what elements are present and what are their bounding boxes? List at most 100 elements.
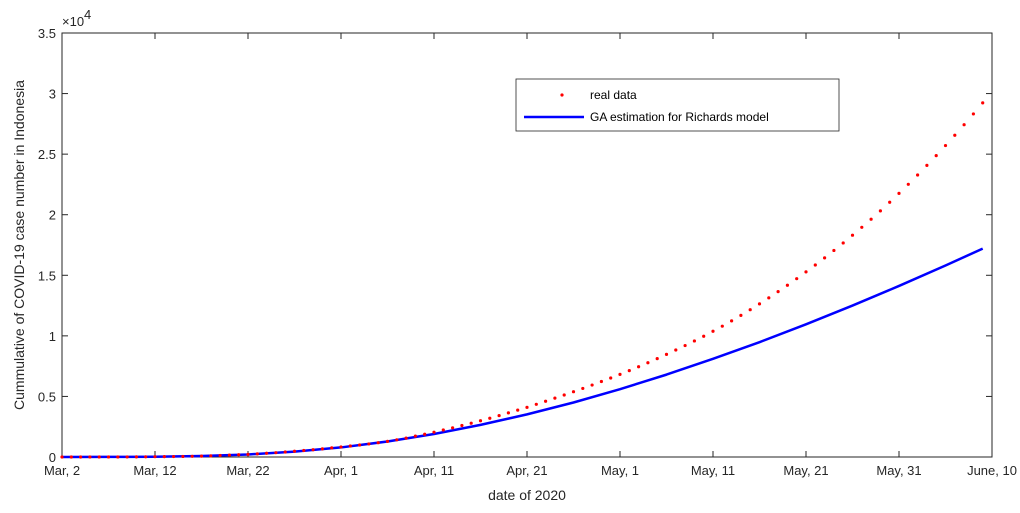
data-point-real-data	[292, 449, 297, 453]
data-point-real-data	[785, 283, 790, 287]
legend-marker-real-data	[560, 93, 564, 97]
data-point-real-data	[237, 453, 241, 457]
data-point-real-data	[916, 173, 920, 177]
data-point-real-data	[544, 399, 548, 403]
data-point-real-data	[265, 451, 269, 455]
y-tick-label: 1	[49, 329, 56, 344]
y-tick-label: 3.5	[38, 26, 56, 41]
data-point-real-data	[841, 241, 845, 245]
data-point-real-data	[795, 277, 799, 281]
data-point-real-data	[227, 453, 231, 457]
x-tick-label: Apr, 21	[506, 463, 547, 478]
data-point-real-data	[720, 324, 724, 328]
y-multiplier-base: ×10	[62, 14, 84, 29]
data-point-real-data	[562, 393, 566, 397]
data-point-real-data	[432, 430, 436, 434]
data-point-real-data	[869, 217, 873, 221]
x-tick-label: Mar, 2	[44, 463, 80, 478]
data-point-real-data	[97, 455, 101, 459]
data-point-real-data	[395, 438, 399, 442]
data-point-real-data	[906, 182, 910, 186]
data-point-real-data	[199, 454, 204, 458]
data-point-real-data	[348, 444, 352, 448]
y-axis-label: Cummulative of COVID-19 case number in I…	[11, 80, 27, 410]
data-point-real-data	[878, 209, 883, 213]
data-point-real-data	[255, 452, 259, 456]
data-point-real-data	[106, 455, 111, 459]
data-point-real-data	[776, 290, 780, 294]
series-line-ga-estimation	[61, 247, 984, 459]
x-tick-label: June, 10	[967, 463, 1017, 478]
data-point-real-data	[934, 154, 938, 158]
data-point-real-data	[888, 200, 892, 204]
data-point-real-data	[172, 454, 176, 459]
data-point-real-data	[116, 455, 120, 459]
data-point-real-data	[320, 447, 324, 451]
y-tick-label: 2.5	[38, 147, 56, 162]
data-point-real-data	[627, 369, 631, 373]
data-point-real-data	[962, 123, 966, 127]
legend-box	[515, 78, 840, 132]
data-point-real-data	[897, 191, 901, 195]
x-tick-label: Mar, 22	[226, 463, 269, 478]
x-axis-label: date of 2020	[488, 487, 566, 503]
data-point-real-data	[311, 448, 315, 452]
data-point-real-data	[469, 421, 473, 425]
data-point-real-data	[423, 432, 427, 436]
data-point-real-data	[69, 455, 73, 459]
data-point-real-data	[637, 365, 641, 369]
data-point-real-data	[162, 454, 166, 459]
data-point-real-data	[460, 423, 464, 428]
data-point-real-data	[581, 386, 585, 391]
legend-label-ga-estimation: GA estimation for Richards model	[590, 110, 769, 124]
data-point-real-data	[534, 402, 538, 406]
y-tick-label: 0	[49, 450, 56, 465]
data-point-real-data	[590, 383, 594, 387]
data-point-real-data	[823, 256, 827, 260]
x-tick-label: Mar, 12	[133, 463, 176, 478]
data-point-real-data	[525, 405, 529, 409]
data-point-real-data	[144, 455, 148, 459]
data-point-real-data	[209, 454, 213, 458]
data-point-real-data	[478, 419, 483, 423]
data-point-real-data	[339, 445, 343, 449]
x-tick-label: May, 21	[783, 463, 828, 478]
legend: real data GA estimation for Richards mod…	[515, 78, 840, 132]
data-point-real-data	[451, 426, 455, 430]
data-point-real-data	[283, 450, 287, 454]
data-point-real-data	[218, 453, 222, 458]
data-point-real-data	[850, 233, 855, 237]
legend-label-real-data: real data	[590, 88, 637, 102]
axis-ticks: Mar, 2 Mar, 12 Mar, 22 Apr, 1 Apr, 11 Apr, 21…	[38, 26, 1017, 478]
data-point-real-data	[181, 454, 185, 459]
x-tick-label: Apr, 1	[324, 463, 358, 478]
y-tick-label: 2	[49, 208, 56, 223]
y-tick-label: 1.5	[38, 268, 56, 283]
data-point-real-data	[125, 455, 129, 459]
data-point-real-data	[813, 263, 817, 267]
x-tick-label: May, 1	[601, 463, 639, 478]
data-point-real-data	[757, 302, 762, 306]
data-point-real-data	[190, 454, 194, 458]
data-point-real-data	[413, 434, 417, 438]
data-point-real-data	[664, 352, 669, 356]
data-point-real-data	[711, 329, 715, 333]
data-point-real-data	[506, 411, 510, 415]
y-multiplier-exponent: 4	[84, 7, 91, 22]
data-point-real-data	[441, 428, 445, 432]
data-point-real-data	[609, 376, 613, 380]
data-point-real-data	[79, 455, 83, 459]
data-point-real-data	[860, 225, 864, 229]
data-point-real-data	[358, 443, 362, 447]
data-point-real-data	[767, 296, 771, 300]
data-point-real-data	[702, 334, 706, 338]
x-tick-label: Apr, 11	[414, 463, 454, 478]
data-point-real-data	[804, 270, 808, 274]
data-point-real-data	[832, 248, 836, 253]
data-point-real-data	[330, 446, 334, 450]
data-point-real-data	[646, 361, 650, 365]
data-point-real-data	[385, 439, 390, 443]
data-point-real-data	[692, 339, 697, 343]
data-point-real-data	[674, 348, 678, 352]
